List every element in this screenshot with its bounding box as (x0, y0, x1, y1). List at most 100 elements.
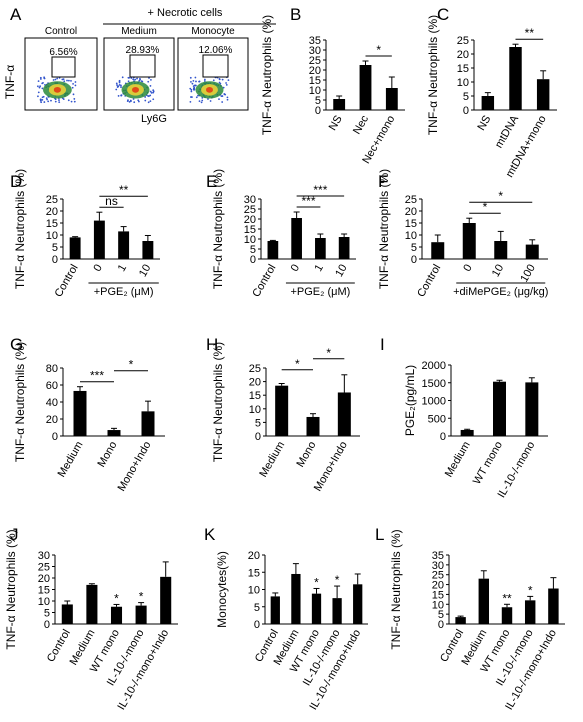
y-tick-label: 25 (457, 35, 469, 47)
bar (107, 430, 121, 436)
y-tick-label: 0 (52, 431, 58, 443)
bar (270, 596, 280, 624)
x-tick-label: NS (327, 114, 345, 133)
significance-mark: *** (313, 183, 327, 197)
bar (333, 99, 346, 110)
y-tick-label: 1500 (422, 378, 446, 390)
star-mark: ** (502, 591, 512, 605)
y-tick-label: 25 (405, 194, 417, 206)
y-tick-label: 25 (309, 55, 321, 67)
y-tick-label: 30 (38, 550, 50, 562)
y-tick-label: 20 (249, 377, 261, 389)
panel-label: F (378, 172, 388, 191)
bar (548, 588, 559, 624)
significance-mark: ** (119, 183, 129, 197)
panel-label: K (204, 525, 216, 544)
x-tick-label: 10 (137, 263, 154, 280)
star-mark: * (335, 573, 340, 587)
y-tick-label: 5 (44, 608, 50, 620)
y-tick-label: 5 (255, 417, 261, 429)
y-tick-label: 20 (38, 573, 50, 585)
flow-density-cloud (115, 76, 155, 104)
flow-gate-percent: 6.56% (49, 47, 77, 58)
y-tick-label: 30 (432, 560, 444, 572)
flow-density-cloud (36, 76, 77, 104)
significance-mark: ns (105, 194, 118, 208)
panel-a-flow: A + Necrotic cells TNF-α Ly6G Control 6.5… (3, 5, 276, 125)
bar (73, 390, 87, 436)
x-tick-label: 1 (116, 263, 129, 274)
x-tick-label: 10 (333, 263, 350, 280)
x-tick-label: 0 (92, 263, 105, 274)
y-tick-label: 25 (249, 363, 261, 375)
y-tick-label: 10 (38, 596, 50, 608)
x-tick-label: Medium (56, 440, 86, 480)
panel-label: L (375, 525, 384, 544)
panel-label: J (10, 525, 19, 544)
y-tick-label: 60 (46, 380, 58, 392)
y-tick-label: 20 (309, 65, 321, 77)
bar (315, 238, 326, 259)
y-tick-label: 0 (250, 254, 256, 266)
flow-gate-percent: 12.06% (199, 45, 233, 56)
x-tick-label: mtDNA (493, 113, 521, 150)
y-tick-label: 15 (309, 75, 321, 87)
y-tick-label: 5 (250, 244, 256, 256)
bar (359, 65, 372, 110)
y-tick-label: 10 (46, 230, 58, 242)
significance-mark: *** (301, 194, 315, 208)
y-tick-label: 20 (405, 206, 417, 218)
significance-mark: * (498, 189, 503, 203)
x-tick-label: 0 (461, 263, 474, 274)
x-tick-label: Control (415, 263, 443, 300)
y-tick-label: 15 (405, 218, 417, 230)
bar (275, 385, 289, 436)
bar (385, 88, 398, 110)
y-axis-label: TNF-α Neutrophils (%) (260, 15, 274, 135)
y-tick-label: 35 (309, 35, 321, 47)
significance-mark: * (326, 346, 331, 360)
x-tick-label: Medium (443, 440, 473, 480)
y-axis-label: TNF-α Neutrophils (%) (13, 169, 27, 289)
bar (525, 244, 539, 259)
y-tick-label: 40 (46, 397, 58, 409)
y-tick-label: 10 (457, 77, 469, 89)
dose-label: +PGE₂ (μM) (94, 286, 154, 298)
y-axis-label: TNF-α Neutrophils (%) (211, 342, 225, 462)
y-tick-label: 5 (463, 91, 469, 103)
y-tick-label: 0 (44, 619, 50, 631)
flow-plot-frame (103, 37, 175, 111)
y-tick-label: 10 (309, 85, 321, 97)
y-axis-label: Monocytes(%) (215, 551, 229, 628)
bar (524, 600, 536, 624)
y-tick-label: 5 (411, 242, 417, 254)
y-tick-label: 10 (432, 599, 444, 611)
bar (338, 237, 350, 259)
bar (493, 381, 506, 436)
flow-gate (202, 54, 229, 78)
y-tick-label: 0 (440, 431, 446, 443)
necrotic-header: + Necrotic cells (148, 7, 223, 19)
significance-mark: * (129, 358, 134, 372)
bar (481, 96, 495, 110)
y-tick-label: 10 (405, 230, 417, 242)
panel-label: G (10, 335, 23, 354)
star-mark: * (528, 583, 533, 597)
y-tick-label: 5 (254, 602, 260, 614)
significance-mark: * (295, 357, 300, 371)
flow-gate (51, 56, 76, 78)
dose-label: +diMePGE₂ (μg/kg) (453, 286, 548, 298)
y-tick-label: 15 (457, 63, 469, 75)
y-tick-label: 30 (244, 194, 256, 206)
y-tick-label: 25 (38, 562, 50, 574)
flow-y-axis-label: TNF-α (3, 65, 17, 99)
star-mark: * (114, 591, 119, 605)
bar (93, 220, 105, 259)
bar (118, 231, 130, 259)
